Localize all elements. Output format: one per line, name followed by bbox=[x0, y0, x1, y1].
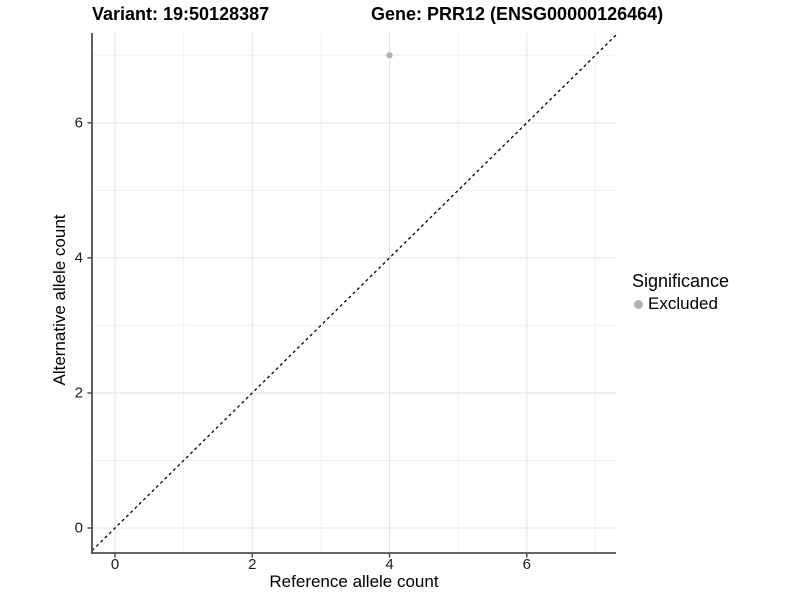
y-tick-label: 6 bbox=[74, 114, 83, 132]
plot-title-gene: Gene: PRR12 (ENSG00000126464) bbox=[371, 4, 664, 24]
legend-point-icon bbox=[634, 299, 643, 309]
x-tick-label: 0 bbox=[110, 556, 120, 573]
legend-title: Significance bbox=[632, 271, 730, 291]
y-tick-label: 4 bbox=[74, 249, 83, 267]
x-tick-label: 4 bbox=[385, 556, 394, 573]
legend: Significance Excluded bbox=[632, 270, 729, 314]
plot-title-variant: Variant: 19:50128387 bbox=[92, 4, 270, 24]
legend-item-label: Excluded bbox=[648, 294, 718, 313]
y-axis-title: Alternative allele count bbox=[50, 214, 69, 386]
y-tick-label: 0 bbox=[74, 519, 83, 537]
data-point bbox=[386, 52, 393, 59]
identity-dashed-line bbox=[91, 34, 617, 552]
y-tick-label: 2 bbox=[74, 384, 83, 402]
legend-item-excluded: Excluded bbox=[632, 294, 729, 314]
x-axis-title: Reference allele count bbox=[269, 572, 439, 591]
x-tick-label: 6 bbox=[522, 556, 531, 573]
x-tick-label: 2 bbox=[248, 556, 257, 573]
